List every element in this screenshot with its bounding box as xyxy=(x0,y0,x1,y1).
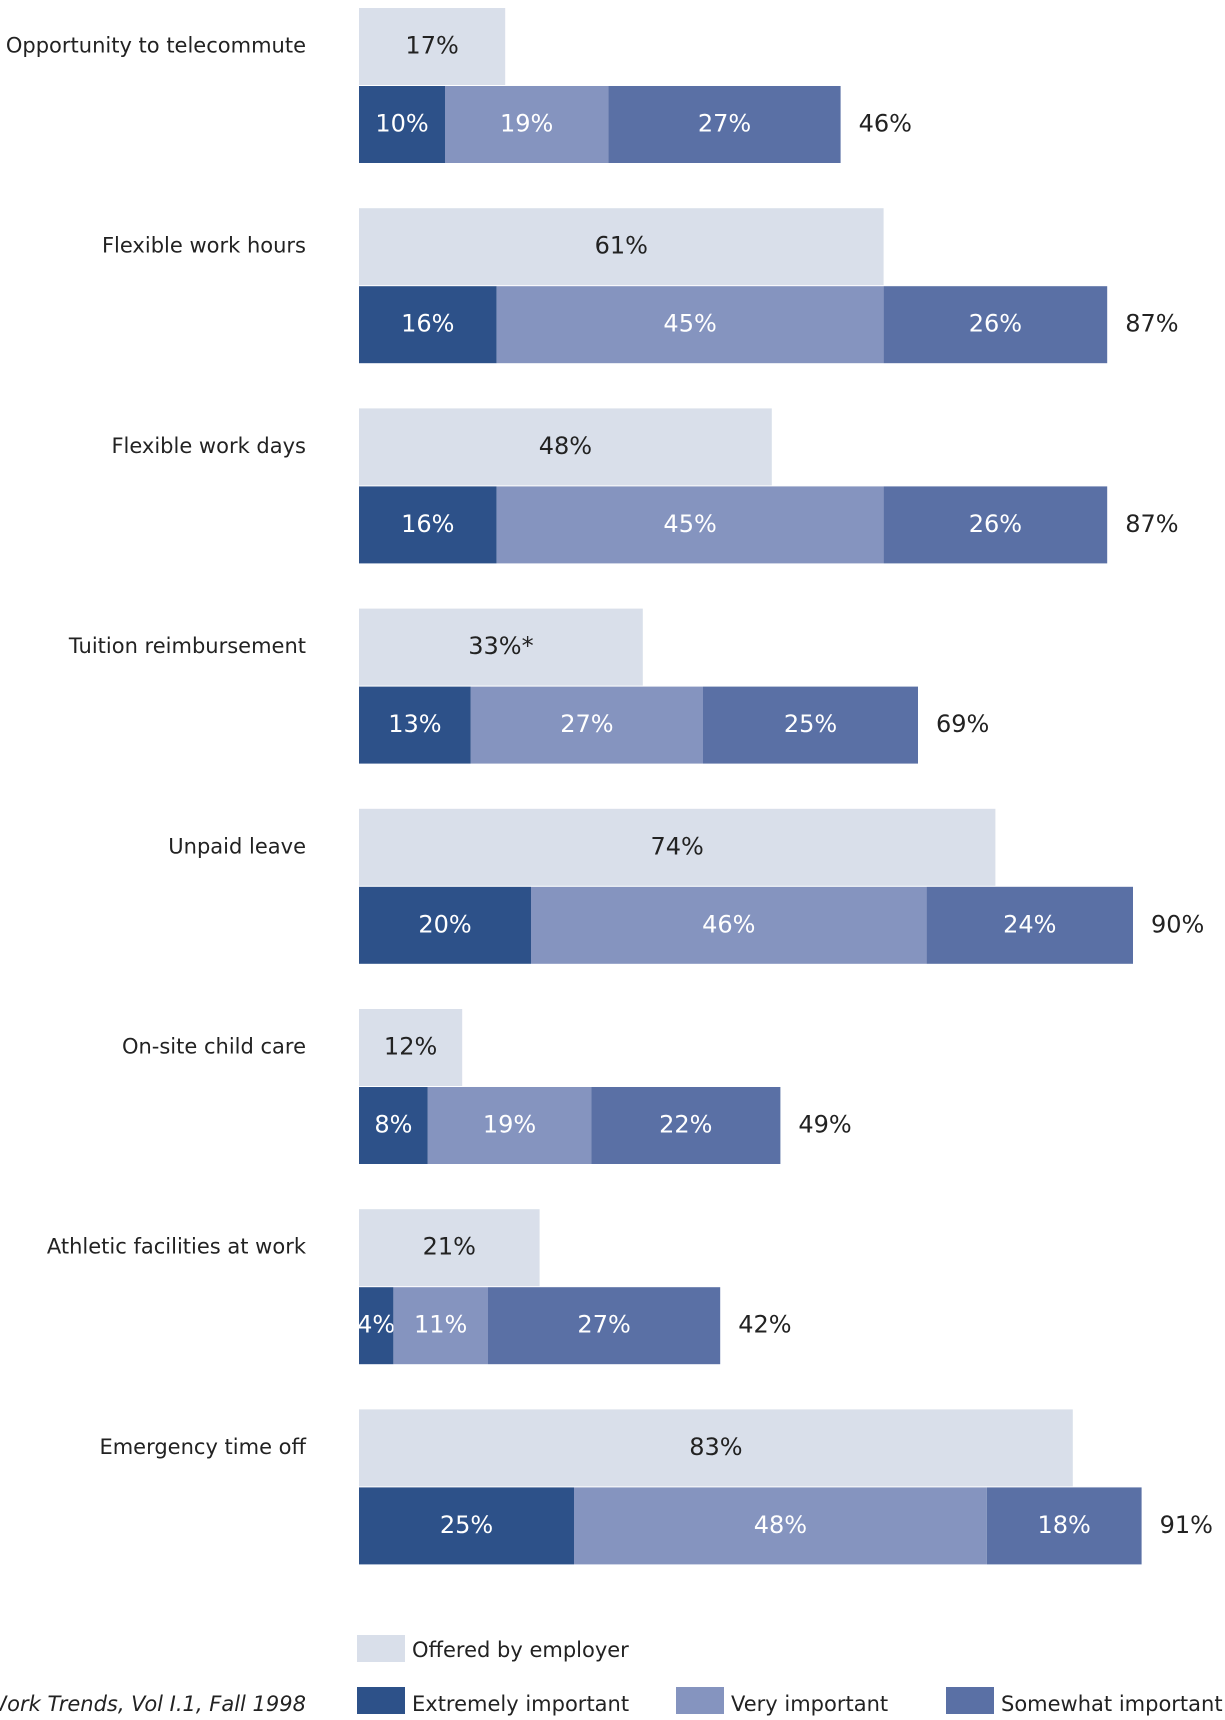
category-label: Tuition reimbursement xyxy=(68,634,306,658)
category-label: Opportunity to telecommute xyxy=(6,34,306,58)
offered-label: 48% xyxy=(539,432,592,460)
segment xyxy=(445,86,609,163)
offered-bar xyxy=(359,8,506,85)
segment-label: 45% xyxy=(663,510,716,538)
segment-label: 22% xyxy=(659,1111,712,1139)
segment-label: 27% xyxy=(560,710,613,738)
segment-label: 18% xyxy=(1038,1511,1091,1539)
legend-label: Offered by employer xyxy=(412,1638,629,1662)
offered-label: 83% xyxy=(689,1433,742,1461)
offered-bar xyxy=(359,1009,463,1086)
segment xyxy=(496,486,884,564)
category-label: Athletic facilities at work xyxy=(47,1235,307,1259)
legend-swatch xyxy=(357,1687,405,1714)
segment-label: 19% xyxy=(483,1111,536,1139)
legend-label: Somewhat important xyxy=(1001,1692,1223,1716)
segment-label: 48% xyxy=(754,1511,807,1539)
segment xyxy=(359,1487,574,1565)
offered-bar xyxy=(359,608,643,686)
total-label: 42% xyxy=(738,1311,791,1339)
segment xyxy=(883,486,1108,564)
offered-bar xyxy=(359,808,996,886)
segment xyxy=(359,86,445,163)
segment-label: 20% xyxy=(418,910,471,938)
source-note: n Work Trends, Vol I.1, Fall 1998 xyxy=(0,1692,306,1716)
category-label: Emergency time off xyxy=(99,1435,306,1459)
offered-label: 61% xyxy=(595,232,648,260)
total-label: 91% xyxy=(1160,1511,1213,1539)
offered-label: 12% xyxy=(384,1033,437,1061)
category-label: Flexible work hours xyxy=(102,234,306,258)
segment-label: 16% xyxy=(401,310,454,338)
segment xyxy=(574,1487,987,1565)
legend-label: Very important xyxy=(731,1692,888,1716)
segment xyxy=(359,886,531,964)
segment xyxy=(883,286,1108,364)
offered-label: 21% xyxy=(423,1233,476,1261)
offered-bar xyxy=(359,1409,1073,1487)
total-label: 90% xyxy=(1151,910,1204,938)
segment xyxy=(488,1287,721,1365)
segment xyxy=(531,886,927,964)
segment xyxy=(359,686,471,764)
segment xyxy=(986,1487,1142,1565)
segment xyxy=(703,686,918,764)
segment-label: 25% xyxy=(784,710,837,738)
segment-label: 24% xyxy=(1003,910,1056,938)
segment-label: 10% xyxy=(375,110,428,138)
segment xyxy=(359,1087,428,1164)
legend-swatch xyxy=(946,1687,994,1714)
legend-label: Extremely important xyxy=(412,1692,629,1716)
offered-label: 74% xyxy=(651,832,704,860)
segment xyxy=(608,86,841,163)
segment-label: 26% xyxy=(969,510,1022,538)
segment-label: 25% xyxy=(440,1511,493,1539)
segment xyxy=(496,286,884,364)
segment xyxy=(427,1087,592,1164)
segment xyxy=(591,1087,781,1164)
segment xyxy=(359,286,497,364)
segment xyxy=(393,1287,488,1365)
total-label: 69% xyxy=(936,710,989,738)
segment-label: 46% xyxy=(702,910,755,938)
legend-swatch xyxy=(357,1635,405,1662)
offered-bar xyxy=(359,408,772,486)
offered-bar xyxy=(359,208,884,286)
segment-label: 13% xyxy=(388,710,441,738)
segment xyxy=(926,886,1133,964)
segment-label: 27% xyxy=(698,110,751,138)
segment xyxy=(359,1287,394,1365)
category-label: Unpaid leave xyxy=(168,834,306,858)
segment xyxy=(359,486,497,564)
category-label: On-site child care xyxy=(122,1035,306,1059)
total-label: 46% xyxy=(859,110,912,138)
offered-bar xyxy=(359,1209,540,1287)
offered-label: 17% xyxy=(405,32,458,60)
category-label: Flexible work days xyxy=(111,434,306,458)
segment-label: 27% xyxy=(577,1311,630,1339)
total-label: 49% xyxy=(798,1111,851,1139)
total-label: 87% xyxy=(1125,310,1178,338)
segment-label: 19% xyxy=(500,110,553,138)
total-label: 87% xyxy=(1125,510,1178,538)
segment-label: 8% xyxy=(374,1111,412,1139)
segment-label: 26% xyxy=(969,310,1022,338)
legend-swatch xyxy=(676,1687,724,1714)
segment-label: 45% xyxy=(663,310,716,338)
segment-label: 4% xyxy=(357,1311,395,1339)
segment-label: 11% xyxy=(414,1311,467,1339)
offered-label: 33%* xyxy=(468,632,533,660)
segment xyxy=(470,686,703,764)
segment-label: 16% xyxy=(401,510,454,538)
